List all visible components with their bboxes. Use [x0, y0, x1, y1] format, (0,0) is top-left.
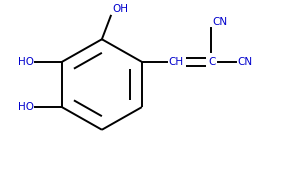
Text: CH: CH — [169, 57, 184, 67]
Text: CN: CN — [238, 57, 253, 67]
Text: HO: HO — [18, 57, 34, 67]
Text: OH: OH — [112, 4, 128, 14]
Text: HO: HO — [18, 102, 34, 112]
Text: C: C — [208, 57, 215, 67]
Text: CN: CN — [212, 17, 228, 27]
